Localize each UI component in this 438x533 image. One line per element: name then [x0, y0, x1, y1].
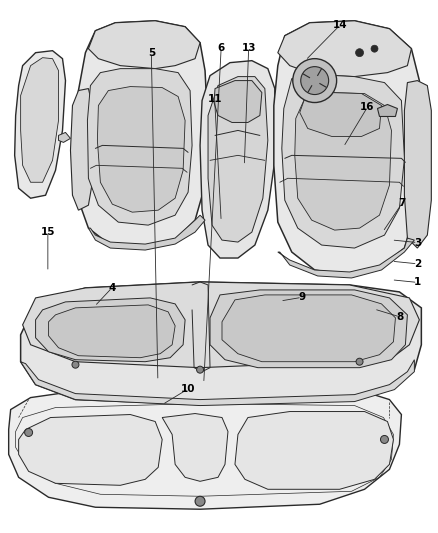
- Polygon shape: [21, 360, 414, 406]
- Polygon shape: [97, 86, 185, 212]
- Polygon shape: [9, 387, 401, 509]
- Polygon shape: [295, 93, 392, 230]
- Text: 13: 13: [241, 43, 256, 53]
- Polygon shape: [278, 238, 414, 278]
- Circle shape: [196, 497, 204, 505]
- Polygon shape: [214, 80, 262, 123]
- Text: 1: 1: [414, 278, 421, 287]
- Circle shape: [381, 435, 389, 443]
- Polygon shape: [77, 21, 208, 248]
- Polygon shape: [210, 290, 407, 368]
- Polygon shape: [71, 88, 92, 210]
- Text: 11: 11: [207, 94, 222, 104]
- Circle shape: [293, 59, 337, 102]
- Text: 9: 9: [298, 292, 306, 302]
- Circle shape: [25, 429, 32, 437]
- Polygon shape: [59, 132, 71, 142]
- Polygon shape: [35, 298, 185, 362]
- Text: 5: 5: [148, 48, 155, 58]
- Polygon shape: [274, 21, 421, 275]
- Circle shape: [197, 366, 204, 373]
- Text: 16: 16: [360, 102, 374, 112]
- Circle shape: [195, 496, 205, 506]
- Text: 8: 8: [396, 312, 404, 322]
- Polygon shape: [378, 104, 397, 117]
- Polygon shape: [200, 61, 275, 258]
- Polygon shape: [19, 415, 162, 486]
- Text: 7: 7: [399, 198, 406, 208]
- Polygon shape: [88, 69, 192, 225]
- Text: 3: 3: [414, 238, 421, 248]
- Circle shape: [72, 361, 79, 368]
- Polygon shape: [88, 21, 200, 69]
- Polygon shape: [278, 21, 411, 77]
- Polygon shape: [404, 80, 431, 248]
- Polygon shape: [162, 414, 228, 481]
- Circle shape: [356, 358, 363, 365]
- Polygon shape: [208, 77, 268, 242]
- Text: 10: 10: [181, 384, 196, 394]
- Text: 14: 14: [333, 20, 348, 30]
- Polygon shape: [222, 295, 396, 362]
- Polygon shape: [88, 215, 205, 250]
- Polygon shape: [235, 411, 393, 489]
- Text: 4: 4: [108, 282, 116, 293]
- Polygon shape: [49, 305, 175, 358]
- Polygon shape: [14, 51, 66, 198]
- Polygon shape: [21, 58, 59, 182]
- Polygon shape: [21, 282, 421, 405]
- Circle shape: [356, 49, 364, 56]
- Text: 6: 6: [218, 43, 225, 53]
- Circle shape: [371, 45, 378, 52]
- Polygon shape: [23, 282, 419, 368]
- Polygon shape: [300, 93, 381, 136]
- Circle shape: [301, 67, 328, 94]
- Polygon shape: [282, 75, 404, 248]
- Text: 15: 15: [41, 227, 55, 237]
- Text: 2: 2: [414, 259, 421, 269]
